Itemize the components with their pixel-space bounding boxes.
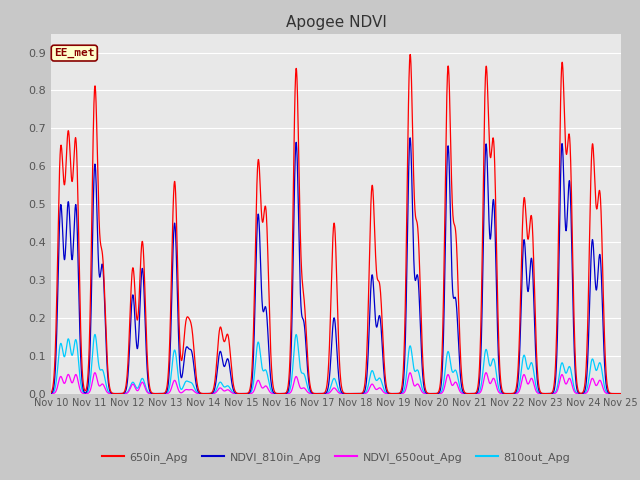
Text: EE_met: EE_met — [54, 48, 95, 58]
Title: Apogee NDVI: Apogee NDVI — [285, 15, 387, 30]
Legend: 650in_Apg, NDVI_810in_Apg, NDVI_650out_Apg, 810out_Apg: 650in_Apg, NDVI_810in_Apg, NDVI_650out_A… — [97, 447, 575, 467]
